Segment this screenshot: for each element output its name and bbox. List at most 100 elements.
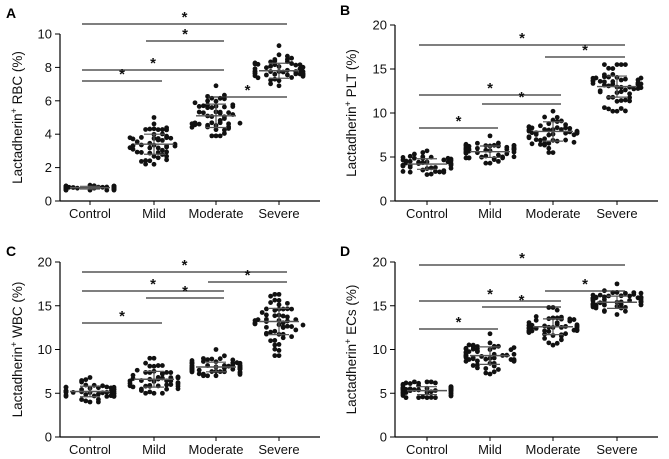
- data-point: [511, 154, 517, 160]
- data-point: [264, 306, 269, 312]
- data-point: [463, 146, 469, 152]
- significance-star: *: [245, 267, 251, 284]
- x-tick-label: Severe: [596, 442, 637, 457]
- data-point: [567, 126, 573, 131]
- data-point: [559, 127, 564, 132]
- data-point: [420, 150, 426, 155]
- data-point: [155, 127, 161, 133]
- data-point: [160, 127, 165, 132]
- data-point: [139, 142, 144, 148]
- data-point: [160, 147, 165, 153]
- data-point: [276, 348, 282, 353]
- data-point: [189, 367, 195, 372]
- data-point: [111, 384, 117, 390]
- data-point: [623, 308, 628, 314]
- data-point: [272, 57, 278, 62]
- data-point: [143, 390, 149, 396]
- x-tick-label: Mild: [478, 442, 502, 457]
- data-point: [412, 155, 417, 161]
- data-point: [416, 395, 421, 401]
- data-point: [196, 109, 202, 115]
- data-point: [222, 92, 227, 98]
- significance-star: *: [182, 257, 188, 274]
- data-point: [222, 116, 227, 121]
- data-point: [259, 310, 265, 315]
- data-point: [463, 143, 469, 149]
- data-point: [526, 320, 532, 326]
- data-point: [500, 154, 505, 160]
- data-point: [164, 149, 170, 155]
- data-point: [209, 114, 215, 119]
- data-point: [542, 323, 547, 329]
- panel-a: A Lactadherin+ RBC (%) 0 2 4 6 8 10 Control Mild M…: [6, 5, 320, 221]
- data-point: [487, 160, 493, 166]
- data-point: [546, 145, 552, 151]
- data-point: [300, 322, 306, 328]
- significance-star: *: [487, 80, 493, 97]
- data-point: [160, 363, 165, 368]
- data-point: [147, 389, 153, 395]
- data-point: [196, 121, 202, 127]
- data-point: [529, 141, 535, 147]
- data-point: [614, 281, 620, 287]
- data-point: [280, 306, 286, 312]
- data-point: [533, 132, 539, 137]
- data-point: [559, 118, 564, 124]
- data-point: [201, 103, 206, 109]
- data-point: [147, 363, 153, 369]
- data-point: [627, 95, 632, 100]
- data-point: [623, 290, 628, 296]
- data-point: [127, 135, 133, 141]
- data-point: [276, 342, 282, 347]
- data-point: [222, 353, 227, 359]
- data-point: [491, 360, 497, 366]
- x-tick-label: Mild: [478, 206, 502, 221]
- data-point: [618, 98, 624, 103]
- data-point: [623, 97, 628, 103]
- data-point: [164, 153, 170, 159]
- data-point: [424, 379, 430, 385]
- data-point: [590, 75, 596, 81]
- data-point: [196, 371, 202, 377]
- data-point: [526, 135, 532, 141]
- data-point: [189, 121, 195, 127]
- data-point: [567, 316, 573, 322]
- data-point: [574, 323, 580, 329]
- y-tick-label: 20: [373, 18, 387, 33]
- data-point: [542, 127, 547, 132]
- data-point: [237, 370, 243, 376]
- data-point: [463, 155, 469, 161]
- data-point: [268, 293, 273, 299]
- data-point: [276, 302, 282, 308]
- data-point: [538, 137, 543, 143]
- significance-star: *: [182, 9, 188, 26]
- data-point: [201, 110, 206, 116]
- data-point: [164, 157, 170, 163]
- data-point: [550, 108, 556, 114]
- data-point: [147, 145, 153, 151]
- data-point: [602, 105, 607, 111]
- data-point: [463, 358, 469, 364]
- data-point: [300, 64, 306, 70]
- significance-star: *: [150, 276, 156, 293]
- x-tick-label: Moderate: [189, 206, 244, 221]
- data-point: [83, 398, 89, 404]
- data-point: [483, 370, 489, 376]
- data-point: [602, 62, 607, 67]
- data-point: [407, 381, 413, 386]
- data-point: [196, 104, 202, 109]
- data-point: [533, 314, 539, 319]
- data-point: [554, 114, 560, 120]
- significance-star: *: [245, 82, 251, 99]
- data-point: [139, 388, 144, 393]
- data-point: [590, 292, 596, 298]
- data-point: [252, 71, 258, 76]
- data-point: [134, 367, 140, 373]
- data-point: [222, 127, 227, 133]
- data-point: [610, 66, 616, 71]
- data-point: [610, 79, 616, 84]
- data-point: [554, 340, 560, 346]
- data-point: [70, 389, 76, 395]
- x-tick-label: Moderate: [526, 206, 581, 221]
